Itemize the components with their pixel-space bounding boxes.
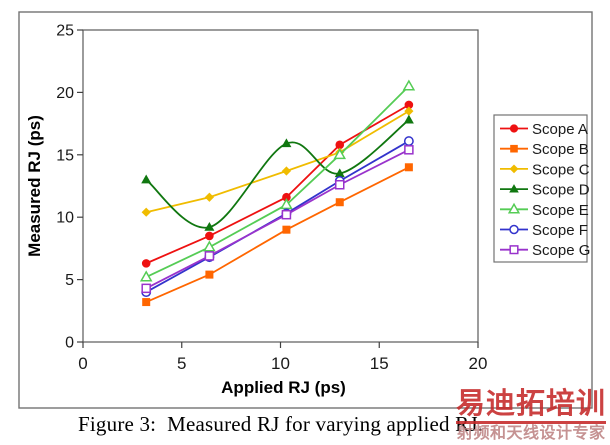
data-marker — [281, 209, 292, 220]
data-marker — [139, 270, 153, 282]
plot-area — [82, 29, 479, 343]
data-marker — [335, 198, 344, 207]
y-tick-label: 20 — [56, 85, 74, 102]
legend-label: Scope A — [532, 121, 588, 138]
x-tick-label: 10 — [271, 354, 290, 373]
legend-item-scope-g: Scope G — [500, 242, 590, 259]
data-marker — [282, 192, 291, 202]
y-tick-label: 10 — [56, 210, 74, 227]
data-marker — [509, 124, 519, 133]
data-marker — [335, 180, 345, 190]
data-marker — [334, 168, 345, 178]
data-marker — [204, 192, 214, 202]
data-marker — [404, 106, 414, 116]
data-marker — [509, 184, 519, 193]
data-marker — [205, 231, 214, 241]
legend-item-scope-a: Scope A — [500, 121, 588, 138]
data-marker — [204, 221, 215, 231]
legend-label: Scope F — [532, 222, 588, 239]
data-marker — [203, 240, 216, 252]
series-scope-e — [139, 79, 416, 282]
data-marker — [141, 174, 152, 184]
y-tick-label: 25 — [56, 23, 74, 40]
data-marker — [281, 138, 292, 148]
data-marker — [141, 259, 151, 268]
data-marker — [335, 140, 345, 150]
legend-item-scope-d: Scope D — [500, 182, 590, 199]
data-marker — [509, 164, 519, 174]
y-axis-title: Measured RJ (ps) — [25, 115, 44, 257]
legend-label: Scope D — [532, 182, 590, 199]
data-marker — [510, 144, 518, 153]
x-tick-label: 5 — [177, 354, 186, 373]
data-marker — [509, 245, 519, 255]
legend-label: Scope C — [532, 161, 590, 178]
legend-item-scope-b: Scope B — [500, 141, 589, 158]
watermark-secondary: 射频和天线设计专家 — [457, 425, 606, 442]
x-tick-label: 15 — [370, 354, 389, 373]
data-marker — [281, 166, 292, 176]
data-marker — [404, 145, 414, 155]
data-marker — [404, 163, 413, 172]
data-marker — [141, 207, 151, 217]
data-marker — [403, 136, 414, 147]
legend-label: Scope B — [532, 141, 589, 158]
data-marker — [403, 114, 414, 124]
y-tick-label: 5 — [65, 272, 74, 289]
y-tick-label: 0 — [65, 335, 74, 352]
data-marker — [509, 224, 519, 235]
legend-label: Scope E — [532, 202, 589, 219]
data-marker — [402, 79, 416, 91]
data-marker — [333, 148, 347, 160]
series-scope-d — [141, 114, 414, 231]
x-tick-label: 0 — [78, 354, 87, 373]
data-marker — [204, 251, 215, 261]
data-marker — [141, 283, 151, 294]
data-marker — [282, 225, 291, 234]
legend-item-scope-f: Scope F — [500, 222, 588, 239]
series-scope-b — [142, 163, 413, 307]
legend-item-scope-e: Scope E — [500, 202, 589, 219]
series-scope-g — [141, 145, 414, 294]
x-tick-label: 20 — [469, 354, 488, 373]
legend-label: Scope G — [532, 242, 590, 259]
data-marker — [280, 198, 293, 210]
legend: Scope A Scope B Scope C Scope D Scope E Scope… — [493, 114, 590, 263]
data-marker — [205, 270, 214, 279]
x-axis-title: Applied RJ (ps) — [221, 378, 346, 397]
data-marker — [142, 298, 151, 307]
y-tick-label: 15 — [56, 147, 74, 164]
data-marker — [507, 202, 521, 214]
legend-item-scope-c: Scope C — [500, 161, 590, 178]
axes: 0 5 10 15 20 25 0 5 10 15 20 — [56, 23, 487, 374]
figure-caption: Figure 3: Measured RJ for varying applie… — [78, 412, 484, 436]
watermark-primary: 易迪拓培训 — [456, 390, 607, 424]
data-marker — [404, 100, 414, 110]
